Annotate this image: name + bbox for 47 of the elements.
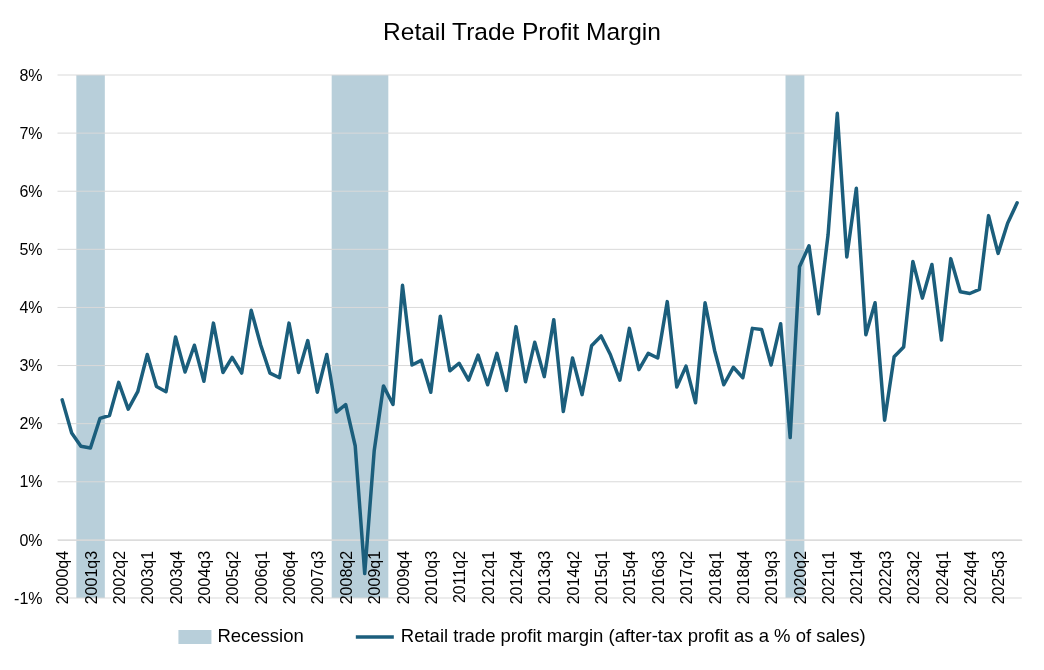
x-tick-label: 2011q2 <box>451 550 469 604</box>
x-tick-label: 2008q2 <box>337 550 355 605</box>
x-tick-label: 2024q1 <box>933 550 951 605</box>
x-tick-label: 2014q2 <box>564 550 582 605</box>
x-tick-label: 2018q1 <box>706 550 724 605</box>
x-tick-label: 2009q4 <box>394 550 412 605</box>
y-tick-label: 7% <box>19 124 43 142</box>
x-tick-label: 2003q1 <box>139 550 157 605</box>
x-tick-label: 2006q4 <box>281 550 299 605</box>
x-tick-label: 2006q1 <box>252 550 270 605</box>
x-tick-label: 2002q2 <box>110 550 128 605</box>
x-tick-label: 2020q2 <box>791 550 809 605</box>
x-tick-label: 2023q2 <box>904 550 922 605</box>
y-tick-label: 6% <box>19 182 43 200</box>
x-tick-label: 2004q3 <box>196 550 214 605</box>
x-tick-label: 2000q4 <box>54 550 72 605</box>
x-tick-label: 2024q4 <box>961 550 979 605</box>
x-tick-label: 2001q3 <box>82 550 100 605</box>
x-tick-label: 2009q1 <box>366 550 384 605</box>
x-tick-label: 2017q2 <box>678 550 696 605</box>
legend-label: Recession <box>217 624 304 646</box>
legend-label: Retail trade profit margin (after-tax profit as a % of sales) <box>400 624 866 646</box>
y-tick-label: 8% <box>19 66 43 84</box>
y-tick-label: 2% <box>19 415 43 433</box>
x-tick-label: 2013q3 <box>536 550 554 605</box>
x-tick-label: 2019q3 <box>763 550 781 605</box>
x-tick-label: 2015q1 <box>593 550 611 605</box>
x-tick-label: 2012q1 <box>479 550 497 605</box>
y-tick-label: 1% <box>19 473 43 491</box>
y-tick-label: 4% <box>19 299 43 317</box>
x-tick-label: 2018q4 <box>734 550 752 605</box>
y-tick-label: 5% <box>19 240 43 258</box>
x-tick-label: 2025q3 <box>990 550 1008 605</box>
x-tick-label: 2015q4 <box>621 550 639 605</box>
y-tick-label: -1% <box>14 589 43 607</box>
x-tick-label: 2005q2 <box>224 550 242 605</box>
chart-title: Retail Trade Profit Margin <box>383 18 661 46</box>
x-tick-label: 2012q4 <box>508 550 526 605</box>
y-tick-label: 3% <box>19 357 43 375</box>
x-tick-label: 2010q3 <box>422 550 440 605</box>
x-tick-label: 2021q4 <box>848 550 866 605</box>
x-tick-label: 2016q3 <box>649 550 667 605</box>
x-tick-label: 2022q3 <box>876 550 894 605</box>
x-tick-label: 2021q1 <box>820 550 838 605</box>
y-tick-label: 0% <box>19 531 43 549</box>
x-tick-label: 2003q4 <box>167 550 185 605</box>
x-tick-label: 2007q3 <box>309 550 327 605</box>
